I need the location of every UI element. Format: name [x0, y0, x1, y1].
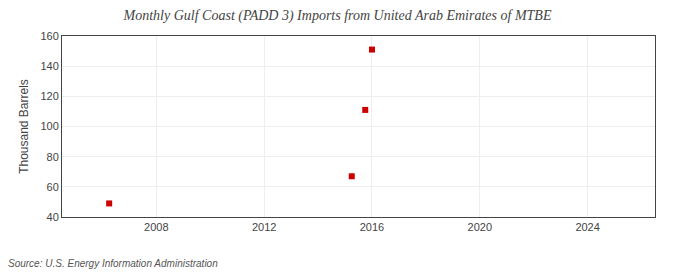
- svg-text:2008: 2008: [144, 221, 168, 233]
- svg-text:100: 100: [40, 120, 58, 132]
- svg-text:2020: 2020: [468, 221, 492, 233]
- svg-text:2012: 2012: [252, 221, 276, 233]
- svg-text:Source: U.S. Energy Informatio: Source: U.S. Energy Information Administ…: [8, 258, 218, 269]
- svg-text:140: 140: [40, 60, 58, 72]
- svg-text:80: 80: [47, 151, 59, 163]
- svg-text:60: 60: [47, 181, 59, 193]
- svg-text:Thousand Barrels: Thousand Barrels: [17, 79, 31, 174]
- svg-text:120: 120: [40, 90, 58, 102]
- svg-text:160: 160: [40, 30, 58, 42]
- svg-text:Monthly Gulf Coast (PADD 3) Im: Monthly Gulf Coast (PADD 3) Imports from…: [123, 8, 552, 24]
- svg-text:40: 40: [47, 211, 59, 223]
- svg-text:2024: 2024: [575, 221, 599, 233]
- svg-text:2016: 2016: [360, 221, 384, 233]
